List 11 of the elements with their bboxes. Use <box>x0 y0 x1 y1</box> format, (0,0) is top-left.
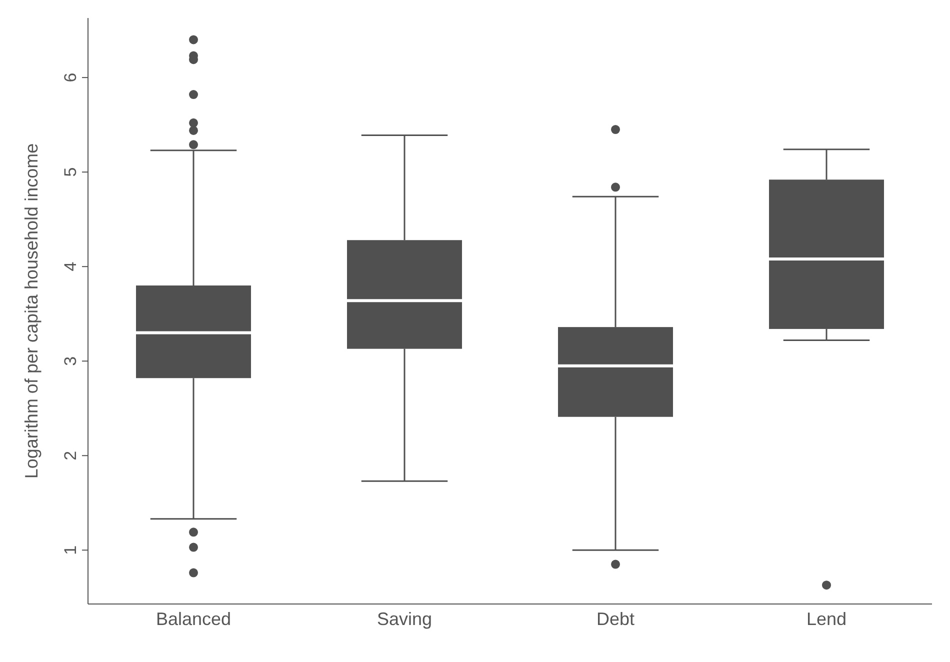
y-tick-label: 5 <box>61 167 80 177</box>
x-tick-label: Lend <box>806 608 847 629</box>
y-tick-label: 3 <box>61 356 80 366</box>
x-tick-label: Debt <box>596 608 635 629</box>
y-tick-label: 6 <box>61 72 80 82</box>
x-tick-label: Saving <box>376 608 432 629</box>
y-tick-label: 4 <box>61 262 80 272</box>
x-tick-label: Balanced <box>156 608 232 629</box>
y-axis-title: Logarithm of per capita household income <box>21 143 42 479</box>
y-tick-label: 1 <box>61 545 80 555</box>
y-tick-label: 2 <box>61 450 80 460</box>
